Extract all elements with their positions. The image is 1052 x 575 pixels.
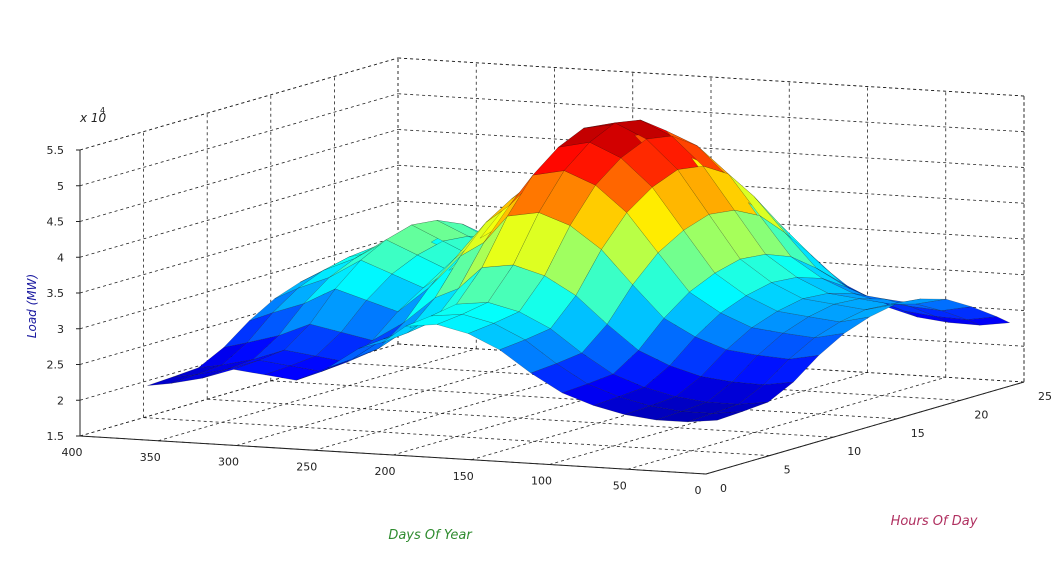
y-tick-label: 5 (784, 464, 791, 477)
grid-line (79, 164, 399, 258)
grid-line (79, 307, 399, 401)
grid-line (397, 129, 1025, 168)
x-tick-label: 400 (62, 446, 83, 459)
x-tick-label: 100 (531, 475, 552, 488)
surface-plot (147, 119, 1011, 423)
grid-line (207, 398, 834, 438)
grid-line (236, 353, 555, 446)
y-axis-line (705, 381, 1025, 475)
x-tick-label: 50 (613, 479, 627, 492)
z-tick-label: 2 (57, 394, 64, 407)
grid-line (627, 376, 946, 470)
grid-line (471, 367, 790, 461)
grid-line (79, 129, 399, 222)
grid-line (158, 348, 477, 442)
grid-line (79, 200, 399, 294)
axis-ticks: 1.522.533.544.555.5050100150200250300350… (47, 144, 1052, 497)
grid-line (79, 93, 399, 187)
z-tick-label: 3 (57, 323, 64, 336)
z-tick-label: 5 (57, 180, 64, 193)
grid-line (314, 357, 633, 451)
y-tick-label: 0 (720, 482, 727, 495)
z-exponent-label: x 10 (79, 111, 107, 125)
x-axis-title: Days Of Year (388, 528, 473, 543)
y-tick-label: 25 (1038, 390, 1052, 403)
x-tick-label: 300 (218, 456, 239, 469)
z-tick-label: 4.5 (47, 216, 65, 229)
grid-line (79, 343, 399, 437)
y-axis-title: Hours Of Day (891, 514, 978, 529)
y-tick-label: 15 (911, 427, 925, 440)
grid-line (79, 57, 399, 151)
x-tick-label: 150 (453, 470, 474, 483)
x-axis-line (79, 435, 707, 475)
grid-line (397, 93, 1025, 133)
z-axis-title: Load (MW) (25, 274, 39, 338)
z-tick-label: 1.5 (47, 430, 65, 443)
grid-line (79, 272, 399, 365)
grid-line (79, 236, 399, 330)
y-tick-label: 20 (974, 408, 988, 421)
grid-line (143, 417, 770, 456)
surface-cell (966, 316, 1011, 326)
z-tick-label: 4 (57, 251, 64, 264)
z-tick-label: 2.5 (47, 359, 65, 372)
z-tick-label: 3.5 (47, 287, 65, 300)
grid-line (549, 372, 868, 465)
x-tick-label: 250 (296, 460, 317, 473)
x-tick-label: 350 (140, 451, 161, 464)
x-tick-label: 200 (375, 465, 396, 478)
grid-line (392, 362, 712, 456)
grid-line (397, 57, 1025, 97)
z-exponent-power: 4 (100, 106, 105, 115)
z-tick-label: 5.5 (47, 144, 65, 157)
x-tick-label: 0 (695, 484, 702, 497)
y-tick-label: 10 (847, 445, 861, 458)
